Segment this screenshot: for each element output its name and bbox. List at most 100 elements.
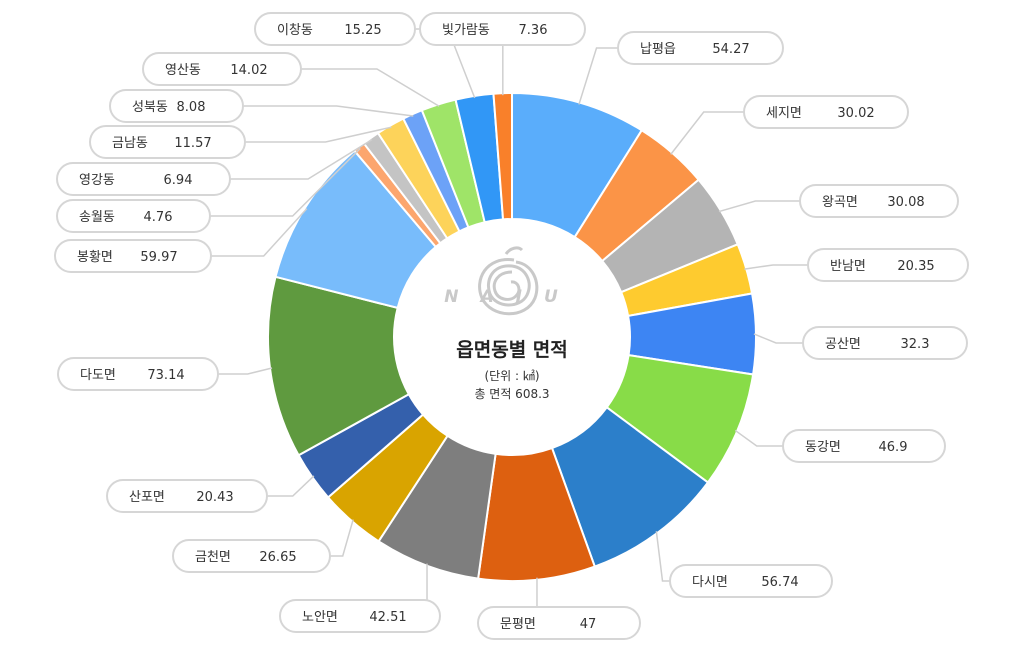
slice-value-text: 8.08 <box>177 100 206 115</box>
label-pill <box>109 89 244 123</box>
leader-lines-layer <box>210 28 808 607</box>
label-pill <box>106 479 268 513</box>
label-pill <box>172 539 331 573</box>
leader-line-성북동 <box>243 105 414 117</box>
label-pill <box>617 31 784 65</box>
slice-label-다도면: 다도면 73.14 <box>57 357 219 391</box>
label-pill <box>279 599 441 633</box>
leader-line-공산면 <box>753 333 803 344</box>
slice-label-산포면: 산포면 20.43 <box>106 479 268 513</box>
label-pill <box>142 52 302 86</box>
slice-label-송월동: 송월동 4.76 <box>56 199 211 233</box>
slice-label-빛가람동: 빛가람동 7.36 <box>419 12 586 46</box>
label-pill <box>799 184 959 218</box>
slice-value-text: 14.02 <box>230 63 267 78</box>
slice-name-text: 노안면 <box>302 610 338 625</box>
leader-line-다도면 <box>218 367 273 375</box>
slice-value-text: 11.57 <box>174 136 211 151</box>
slice-name-text: 동강면 <box>805 440 841 455</box>
slice-label-노안면: 노안면 42.51 <box>279 599 441 633</box>
slice-label-성북동: 성북동 8.08 <box>109 89 244 123</box>
slice-name-text: 세지면 <box>766 106 802 121</box>
slice-value-text: 46.9 <box>879 440 908 455</box>
leader-line-봉황면 <box>211 208 308 257</box>
slice-label-세지면: 세지면 30.02 <box>743 95 909 129</box>
label-pill <box>477 606 641 640</box>
slice-name-text: 금천면 <box>195 550 231 565</box>
slice-value-text: 20.43 <box>196 490 233 505</box>
slice-name-text: 다시면 <box>692 575 728 590</box>
leader-line-금남동 <box>245 126 392 143</box>
slice-빛가람동 <box>492 91 513 221</box>
center-total: 총 면적 608.3 <box>474 387 549 401</box>
label-pill <box>782 429 946 463</box>
label-pill <box>56 162 231 196</box>
leader-line-다시면 <box>655 531 670 582</box>
labels-layer: 납평읍 54.27 세지면 30.02 왕곡면 30.08 반남면 20.35 공산면 32.3 동… <box>54 12 969 640</box>
leader-line-송월동 <box>210 147 361 217</box>
slice-name-text: 이창동 <box>277 23 313 38</box>
center-title: 읍면동별 면적 <box>456 339 568 361</box>
label-pill <box>254 12 416 46</box>
center-unit: (단위 : ㎢) <box>484 369 539 383</box>
slice-value-text: 54.27 <box>712 42 749 57</box>
label-pill <box>419 12 586 46</box>
slice-label-공산면: 공산면 32.3 <box>802 326 968 360</box>
slice-name-text: 성북동 <box>132 100 168 115</box>
slice-value-text: 6.94 <box>164 173 193 188</box>
slice-value-text: 20.35 <box>897 259 934 274</box>
slice-value-text: 73.14 <box>147 368 184 383</box>
slice-name-text: 영산동 <box>165 63 201 78</box>
slice-value-text: 32.3 <box>901 337 930 352</box>
label-pill <box>807 248 969 282</box>
leader-line-동강면 <box>734 429 783 447</box>
slice-name-text: 반남면 <box>830 259 866 274</box>
leader-line-왕곡면 <box>718 200 800 213</box>
slice-name-text: 금남동 <box>112 136 148 151</box>
slice-name-text: 송월동 <box>79 210 115 225</box>
label-pill <box>54 239 212 273</box>
slice-value-text: 59.97 <box>140 250 177 265</box>
slice-label-왕곡면: 왕곡면 30.08 <box>799 184 959 218</box>
slice-name-text: 납평읍 <box>640 42 676 57</box>
slice-label-다시면: 다시면 56.74 <box>669 564 833 598</box>
leader-line-영산동 <box>301 68 440 107</box>
label-pill <box>56 199 211 233</box>
naju-logo-icon: NAJU <box>444 246 558 316</box>
slice-value-text: 30.08 <box>887 195 924 210</box>
slices-layer <box>267 91 757 582</box>
slice-value-text: 4.76 <box>144 210 173 225</box>
slice-label-봉황면: 봉황면 59.97 <box>54 239 212 273</box>
label-pill <box>89 125 246 159</box>
slice-value-text: 26.65 <box>259 550 296 565</box>
slice-name-text: 산포면 <box>129 490 165 505</box>
slice-label-금천면: 금천면 26.65 <box>172 539 331 573</box>
leader-line-납평읍 <box>578 47 618 105</box>
slice-name-text: 빛가람동 <box>442 23 490 38</box>
slice-label-납평읍: 납평읍 54.27 <box>617 31 784 65</box>
leader-line-영강동 <box>230 138 373 180</box>
slice-label-문평면: 문평면 47 <box>477 606 641 640</box>
slice-value-text: 42.51 <box>369 610 406 625</box>
slice-value-text: 47 <box>580 617 597 632</box>
label-pill <box>743 95 909 129</box>
slice-label-반남면: 반남면 20.35 <box>807 248 969 282</box>
slice-label-동강면: 동강면 46.9 <box>782 429 946 463</box>
slice-name-text: 영강동 <box>79 173 115 188</box>
leader-line-산포면 <box>267 475 315 497</box>
slice-value-text: 30.02 <box>837 106 874 121</box>
slice-label-이창동: 이창동 15.25 <box>254 12 416 46</box>
leader-line-세지면 <box>670 111 744 155</box>
slice-name-text: 왕곡면 <box>822 195 858 210</box>
slice-label-금남동: 금남동 11.57 <box>89 125 246 159</box>
slice-name-text: 공산면 <box>825 337 861 352</box>
leader-line-금천면 <box>330 519 354 557</box>
label-pill <box>802 326 968 360</box>
slice-label-영강동: 영강동 6.94 <box>56 162 231 196</box>
slice-name-text: 봉황면 <box>77 250 113 265</box>
slice-value-text: 7.36 <box>519 23 548 38</box>
slice-name-text: 다도면 <box>80 368 116 383</box>
slice-label-영산동: 영산동 14.02 <box>142 52 302 86</box>
